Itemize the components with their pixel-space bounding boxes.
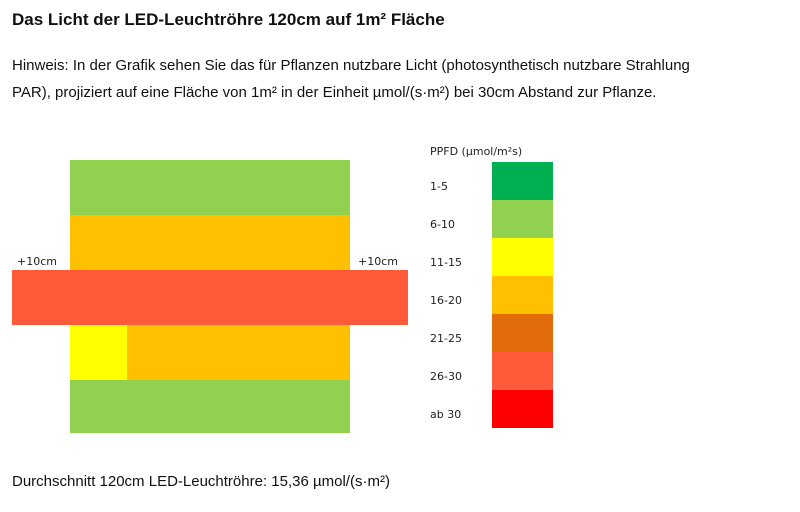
legend-swatch bbox=[492, 276, 553, 314]
legend-swatch bbox=[492, 352, 553, 390]
legend-label: 26-30 bbox=[430, 370, 462, 383]
legend-swatch bbox=[492, 390, 553, 428]
footer: Durchschnitt 120cm LED-Leuchtröhre: 15,3… bbox=[12, 473, 390, 490]
legend-label: ab 30 bbox=[430, 408, 461, 421]
legend-swatch bbox=[492, 314, 553, 352]
legend-label: 21-25 bbox=[430, 332, 462, 345]
margin-label: +10cm bbox=[358, 255, 398, 268]
title: Das Licht der LED-Leuchtröhre 120cm auf … bbox=[12, 10, 445, 29]
zone bbox=[70, 380, 350, 433]
margin-label: +10cm bbox=[17, 255, 57, 268]
legend-label: 6-10 bbox=[430, 218, 455, 231]
legend: 1-5 6-10 11-15 16-20 21-25 26-30 ab 30 bbox=[430, 162, 553, 428]
legend-swatch bbox=[492, 238, 553, 276]
legend-label: 16-20 bbox=[430, 294, 462, 307]
legend-swatch bbox=[492, 162, 553, 200]
legend-swatch bbox=[492, 200, 553, 238]
zone bbox=[70, 160, 350, 215]
zone bbox=[12, 270, 408, 325]
legend-title: PPFD (µmol/m²s) bbox=[430, 145, 522, 158]
note-line: Hinweis: In der Grafik sehen Sie das für… bbox=[12, 57, 690, 74]
zone bbox=[127, 325, 350, 380]
zone bbox=[70, 215, 350, 270]
zone bbox=[70, 325, 127, 380]
note-line: PAR), projiziert auf eine Fläche von 1m²… bbox=[12, 84, 657, 101]
legend-label: 1-5 bbox=[430, 180, 448, 193]
legend-label: 11-15 bbox=[430, 256, 462, 269]
